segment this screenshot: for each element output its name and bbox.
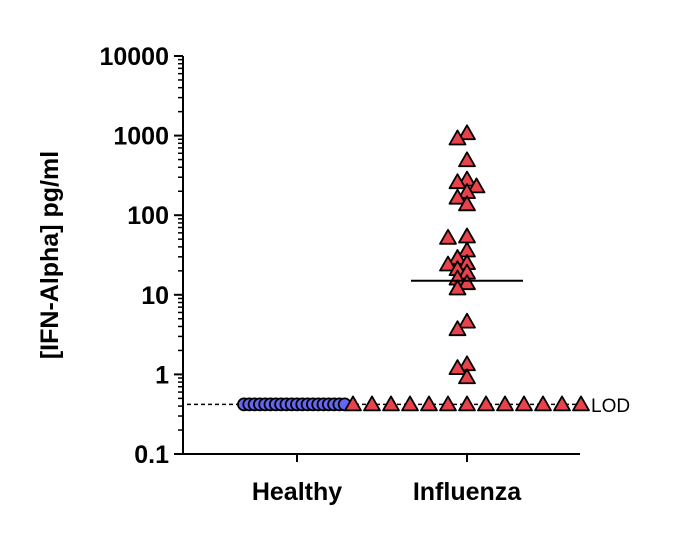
influenza-point bbox=[363, 395, 381, 412]
influenza-point bbox=[439, 255, 457, 272]
influenza-point bbox=[458, 227, 476, 244]
influenza-point bbox=[448, 279, 467, 296]
influenza-point bbox=[448, 129, 467, 146]
y-tick-label: 1000 bbox=[113, 123, 169, 151]
y-tick-label: 100 bbox=[127, 202, 169, 230]
lod-label: LOD bbox=[591, 396, 630, 417]
influenza-point bbox=[553, 395, 571, 412]
influenza-point bbox=[401, 395, 419, 412]
influenza-point bbox=[458, 274, 476, 291]
influenza-point bbox=[382, 395, 400, 412]
influenza-point bbox=[458, 151, 476, 168]
x-tick-label-influenza: Influenza bbox=[413, 478, 522, 506]
influenza-point bbox=[344, 395, 362, 412]
influenza-point bbox=[448, 320, 467, 337]
influenza-point bbox=[458, 195, 476, 212]
influenza-point bbox=[439, 228, 457, 245]
x-tick-label-healthy: Healthy bbox=[252, 478, 342, 506]
influenza-point bbox=[477, 395, 495, 412]
influenza-point bbox=[467, 177, 486, 194]
influenza-point bbox=[448, 173, 467, 190]
influenza-point bbox=[439, 395, 457, 412]
influenza-point bbox=[515, 395, 533, 412]
y-tick-label: 1 bbox=[155, 361, 169, 389]
y-tick-label: 10000 bbox=[99, 43, 169, 71]
influenza-point bbox=[420, 395, 438, 412]
influenza-point bbox=[534, 395, 552, 412]
influenza-point bbox=[458, 124, 476, 141]
y-tick-label: 0.1 bbox=[134, 441, 169, 469]
y-tick-label: 10 bbox=[141, 282, 169, 310]
influenza-point bbox=[496, 395, 514, 412]
influenza-point bbox=[458, 395, 476, 412]
influenza-point bbox=[448, 188, 467, 205]
influenza-point bbox=[448, 359, 467, 375]
influenza-point bbox=[572, 395, 590, 412]
influenza-point bbox=[458, 312, 476, 329]
y-axis-label: [IFN-Alpha] pg/ml bbox=[36, 151, 64, 359]
influenza-point bbox=[458, 368, 476, 385]
